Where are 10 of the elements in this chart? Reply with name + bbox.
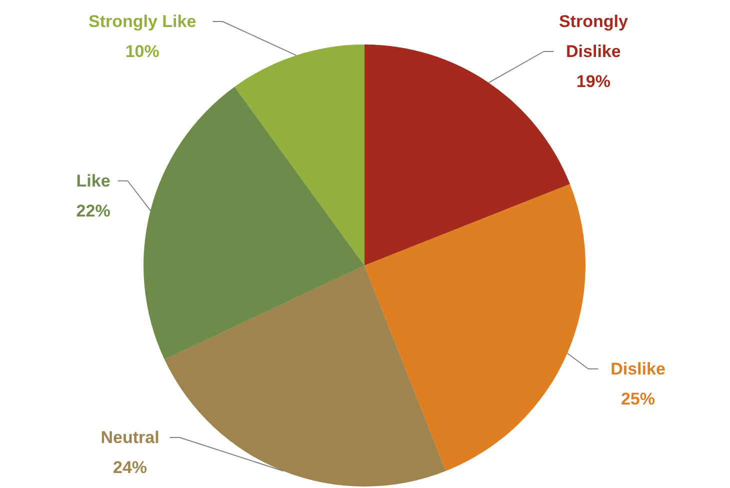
data-label: 22% (76, 201, 110, 220)
data-label: 25% (620, 389, 656, 408)
data-label: 10% (125, 42, 160, 61)
slice-label: Strongly Dislike (558, 12, 628, 61)
data-label: 24% (112, 458, 148, 477)
slice-label: Strongly Like (88, 12, 196, 31)
slice-label: Dislike (610, 359, 666, 378)
slice-label: Neutral (100, 428, 160, 447)
data-label: 19% (576, 72, 610, 91)
slice-label: Like (76, 171, 110, 190)
